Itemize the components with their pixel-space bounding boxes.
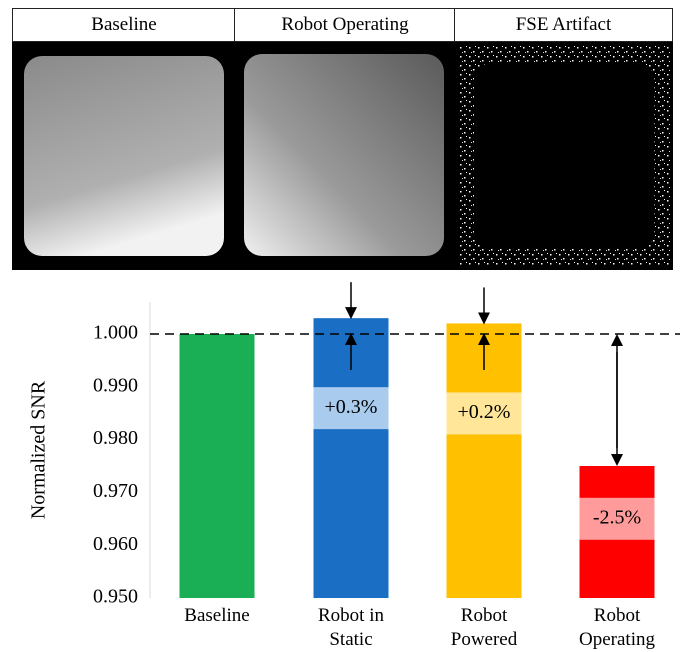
y-tick-label: 1.000 [93, 322, 138, 344]
bar [180, 334, 255, 598]
image-strip [12, 42, 673, 270]
panel-title: Baseline [12, 8, 236, 42]
artifact-center [474, 64, 654, 248]
label-band [580, 498, 655, 540]
bar [580, 466, 655, 598]
label-band [447, 392, 522, 434]
bar [447, 323, 522, 598]
y-tick-label: 0.960 [93, 533, 138, 555]
value-label: +0.3% [325, 396, 378, 418]
artifact-image [458, 46, 670, 266]
panel-title: Robot Operating [234, 8, 456, 42]
label-band [314, 387, 389, 429]
x-tick-label: Robot in Static [305, 604, 397, 652]
panel-title: FSE Artifact [454, 8, 673, 42]
figure: Normalized SNR 0.950 0.960 0.970 0.980 0.990… [0, 0, 684, 652]
y-axis-label: Normalized SNR [28, 380, 50, 519]
y-tick-label: 0.980 [93, 427, 138, 449]
x-tick-label: Baseline [171, 604, 263, 628]
value-label: +0.2% [458, 401, 511, 423]
chart: Normalized SNR 0.950 0.960 0.970 0.980 0.990… [28, 282, 680, 607]
x-tick-label: Robot Operating [571, 604, 663, 652]
mri-image [24, 56, 224, 256]
y-tick-label: 0.950 [93, 586, 138, 608]
y-tick-label: 0.990 [93, 374, 138, 396]
bar [314, 318, 389, 598]
page: Baseline Robot Operating FSE Artifact No… [0, 0, 684, 652]
x-tick-label: Robot Powered [438, 604, 530, 652]
mri-image [244, 54, 444, 256]
value-label: -2.5% [593, 506, 641, 528]
y-tick-label: 0.970 [93, 480, 138, 502]
